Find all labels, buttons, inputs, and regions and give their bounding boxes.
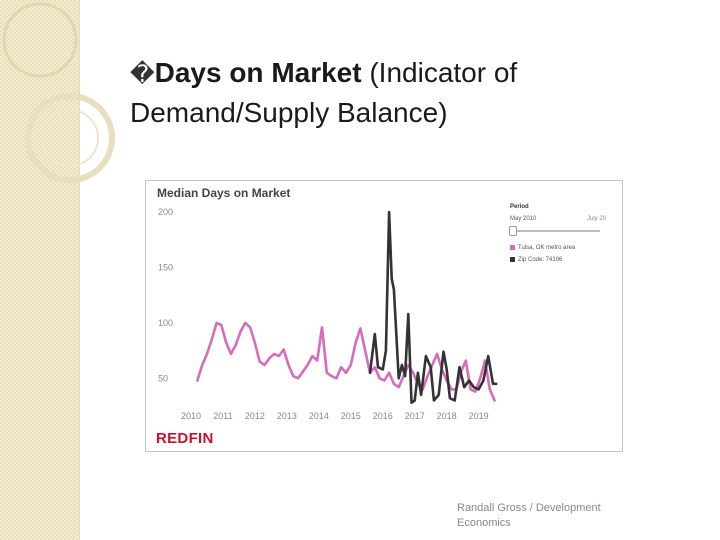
slide-title: �Days on Market (Indicator of Demand/Sup…	[130, 54, 690, 132]
y-tick-label: 150	[158, 262, 173, 272]
title-bullet: �	[130, 61, 155, 88]
legend-swatch-zip	[510, 257, 515, 262]
chart-title: Median Days on Market	[157, 186, 291, 200]
period-start: May 2010	[510, 216, 537, 222]
x-tick-label: 2011	[213, 411, 232, 421]
x-tick-label: 2012	[245, 411, 265, 421]
x-tick-label: 2015	[341, 411, 361, 421]
side-band-divider	[79, 0, 80, 540]
legend-item-zip[interactable]: Zip Code: 74106	[510, 257, 562, 263]
x-tick-label: 2013	[277, 411, 297, 421]
title-bold: Days on Market	[154, 57, 362, 88]
period-slider-track[interactable]	[512, 230, 600, 232]
period-end: July 20	[586, 216, 606, 222]
line-chart: 50 100 150 200 2010 2011 2012 2013 2014 2015 2016 2…	[158, 207, 498, 421]
period-label: Period	[510, 204, 529, 210]
decorative-circles	[2, 2, 115, 183]
x-tick-label: 2019	[469, 411, 489, 421]
series-line-tulsa	[196, 321, 496, 402]
x-tick-label: 2018	[437, 411, 457, 421]
redfin-logo: REDFIN	[156, 430, 214, 447]
x-tick-label: 2014	[309, 411, 329, 421]
slide-footer: Randall Gross / Development Economics	[457, 502, 601, 529]
decorative-side-band	[0, 0, 79, 540]
legend-item-tulsa[interactable]: Tulsa, OK metro area	[510, 245, 575, 251]
x-tick-label: 2016	[373, 411, 393, 421]
legend-label-tulsa: Tulsa, OK metro area	[518, 245, 576, 252]
x-tick-label: 2010	[181, 411, 201, 421]
series-line-zip	[368, 210, 498, 404]
title-rest: (Indicator of Demand/Supply Balance)	[130, 57, 518, 128]
chart-frame: Median Days on Market 50 100 150 200 2010 201…	[145, 180, 623, 452]
y-tick-label: 200	[158, 207, 173, 217]
y-tick-label: 100	[158, 318, 173, 328]
legend-swatch-tulsa	[510, 245, 515, 250]
period-slider-handle[interactable]	[509, 226, 517, 236]
y-tick-label: 50	[158, 373, 168, 383]
x-tick-label: 2017	[405, 411, 425, 421]
legend-label-zip: Zip Code: 74106	[518, 257, 563, 264]
